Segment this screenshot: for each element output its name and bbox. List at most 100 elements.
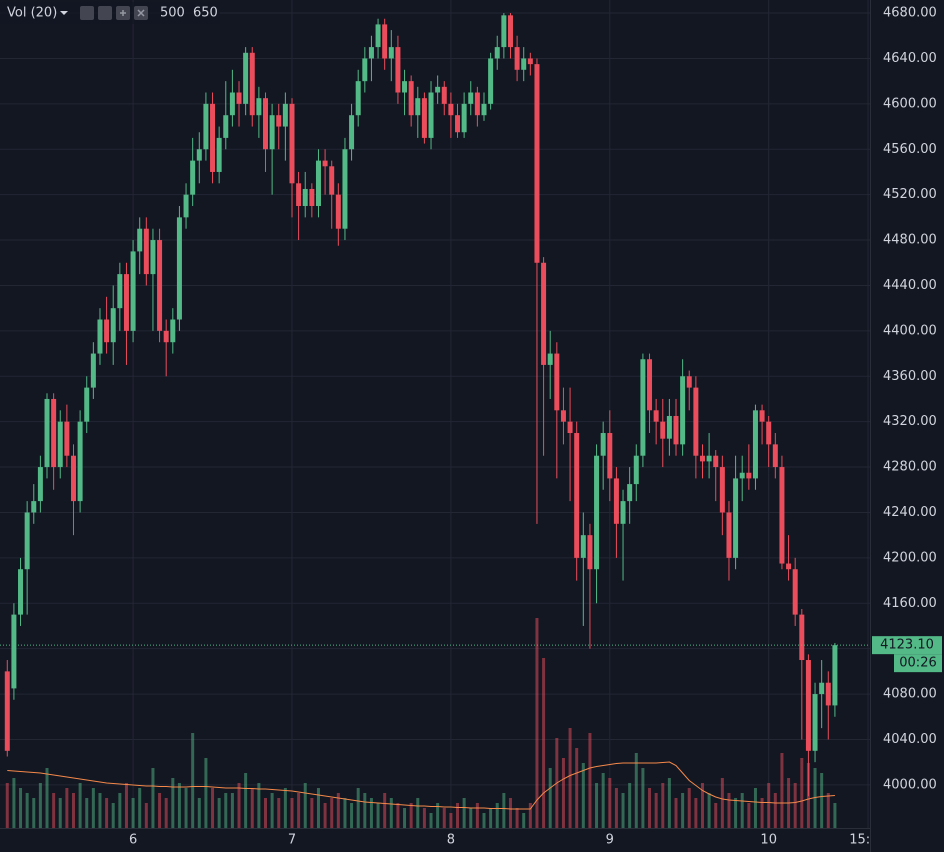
volume-bar xyxy=(661,783,665,828)
volume-bar xyxy=(85,798,89,828)
volume-bar xyxy=(575,748,579,828)
volume-bar xyxy=(608,778,612,828)
y-tick-label: 4080.00 xyxy=(883,687,937,702)
volume-bar xyxy=(277,798,281,828)
candle-body xyxy=(382,24,388,59)
icon-settings[interactable] xyxy=(98,6,112,20)
dropdown-arrow[interactable] xyxy=(60,11,68,15)
candle-body xyxy=(70,455,76,502)
candle-body xyxy=(51,398,57,468)
candle-body xyxy=(309,188,315,207)
volume-bar xyxy=(5,783,9,828)
volume-bar xyxy=(171,778,175,828)
candle-body xyxy=(57,421,63,468)
volume-bar xyxy=(740,793,744,828)
candle-body xyxy=(90,353,96,388)
candle-body xyxy=(666,415,672,439)
volume-bar xyxy=(436,803,440,828)
candle-body xyxy=(567,421,573,434)
indicator-label[interactable]: Vol (20) xyxy=(7,6,57,21)
volume-bar xyxy=(217,798,221,828)
volume-bar xyxy=(350,803,354,828)
volume-bar xyxy=(528,803,532,828)
candle-body xyxy=(455,115,461,133)
candle-body xyxy=(170,319,176,343)
candle-body xyxy=(799,614,805,661)
volume-bar xyxy=(687,788,691,828)
volume-bar xyxy=(747,803,751,828)
volume-bar xyxy=(310,798,314,828)
ma-value: 650 xyxy=(193,6,218,21)
candle-body xyxy=(527,58,533,65)
x-axis: 6 7 8 9 10 15:00 xyxy=(129,833,886,848)
volume-bar xyxy=(767,783,771,828)
volume-bar xyxy=(581,763,585,828)
y-tick-label: 4320.00 xyxy=(883,414,937,429)
volume-bar xyxy=(568,728,572,828)
volume-bar xyxy=(65,788,69,828)
volume-bar xyxy=(727,793,731,828)
candle-body xyxy=(481,103,487,116)
volume-bar xyxy=(32,798,36,828)
volume-bar xyxy=(535,618,539,828)
candle-body xyxy=(4,671,10,751)
candle-body xyxy=(342,149,348,229)
candle-body xyxy=(488,58,494,104)
candle-body xyxy=(534,64,540,263)
volume-bar xyxy=(343,798,347,828)
volume-bar xyxy=(257,783,261,828)
volume-bar xyxy=(409,803,413,828)
volume-bar xyxy=(211,788,215,828)
volume-bar xyxy=(369,798,373,828)
candle-body xyxy=(421,98,427,138)
candle-body xyxy=(752,410,758,479)
candle-body xyxy=(163,330,169,343)
candle-body xyxy=(746,472,752,479)
volume-bar xyxy=(442,808,446,828)
candle-body xyxy=(368,47,374,59)
x-tick-label: 15:00 xyxy=(849,833,886,848)
volume-bar xyxy=(429,813,433,828)
volume-bar xyxy=(138,788,142,828)
candle-body xyxy=(263,98,269,150)
volume-ma-line xyxy=(7,761,835,810)
candle-body xyxy=(18,569,24,615)
icon-glyphs xyxy=(120,9,145,17)
candle-body xyxy=(150,240,156,275)
volume-bar xyxy=(588,733,592,828)
candle-body xyxy=(435,86,441,93)
icon-hide[interactable] xyxy=(80,6,94,20)
volume-bar xyxy=(144,803,148,828)
candle-body xyxy=(130,251,136,331)
candle-body xyxy=(441,86,447,104)
candle-body xyxy=(587,535,593,570)
volume-bar xyxy=(628,783,632,828)
volume-bar xyxy=(634,753,638,828)
candle-body xyxy=(31,501,37,513)
volume-bar xyxy=(323,803,327,828)
candle-body xyxy=(223,115,229,138)
volume-bar xyxy=(204,758,208,828)
volume-bar xyxy=(720,778,724,828)
candle-body xyxy=(123,274,129,331)
candle-body xyxy=(521,58,527,70)
volume-bar xyxy=(230,793,234,828)
candle-body xyxy=(428,92,434,138)
candle-body xyxy=(176,217,182,320)
volume-bar xyxy=(482,813,486,828)
volume-bar xyxy=(714,803,718,828)
volume-pane xyxy=(5,618,837,828)
volume-bar xyxy=(105,798,109,828)
volume-bar xyxy=(621,793,625,828)
legend: Vol (20) 500 650 xyxy=(0,2,220,24)
volume-bar xyxy=(667,778,671,828)
candle-body xyxy=(408,81,414,116)
y-tick-label: 4000.00 xyxy=(883,777,937,792)
volume-bar xyxy=(383,793,387,828)
candle-body xyxy=(322,160,328,167)
x-tick-label: 7 xyxy=(288,833,296,848)
candle-body xyxy=(627,484,633,502)
candle-body xyxy=(474,92,480,116)
volume-bar xyxy=(191,733,195,828)
